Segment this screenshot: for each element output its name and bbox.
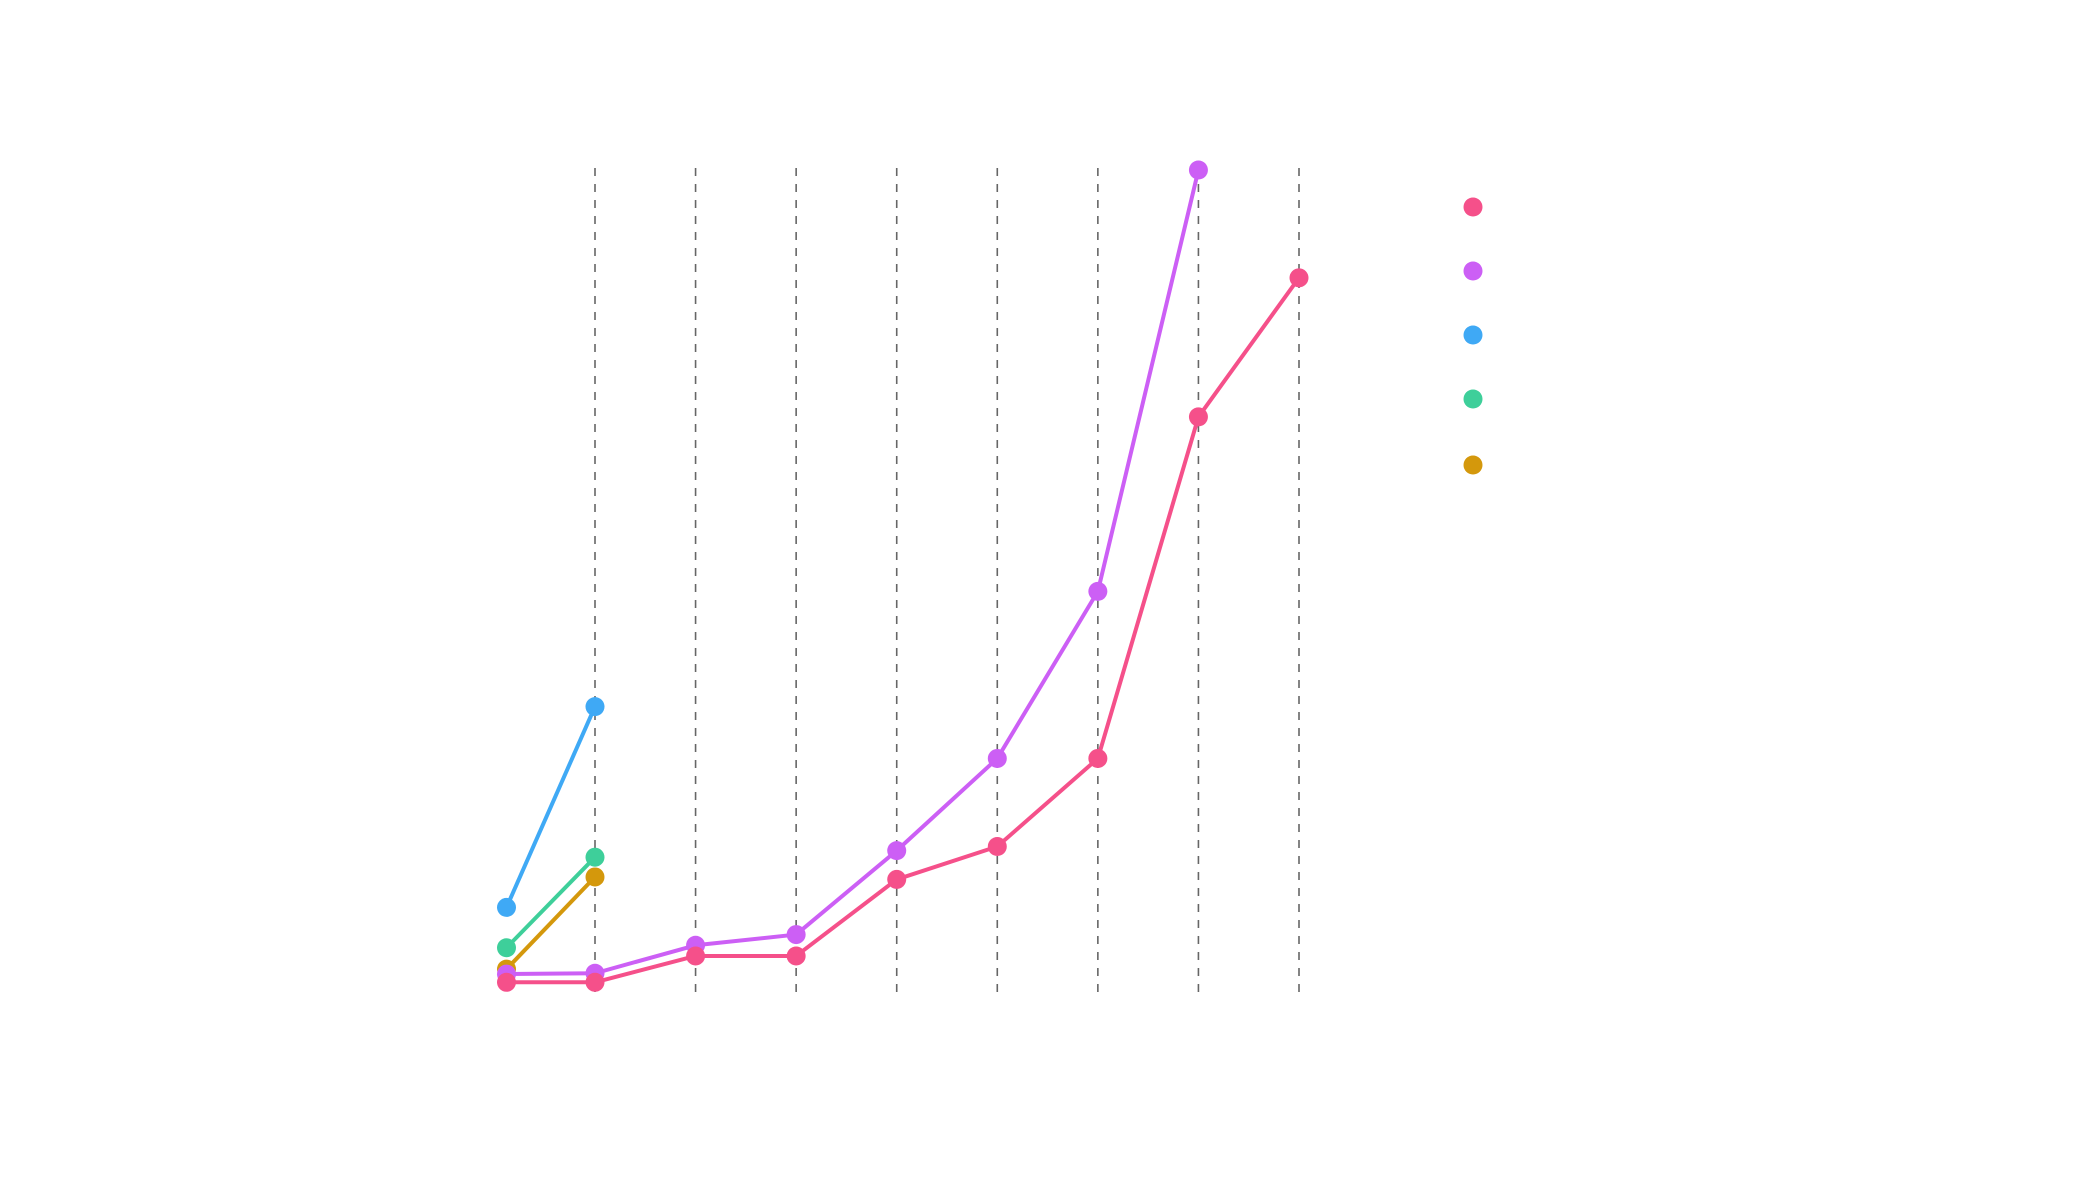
series-line [504, 705, 597, 909]
data-point [1088, 581, 1108, 601]
legend-marker [1463, 261, 1483, 281]
data-point [496, 938, 516, 958]
data-point [786, 925, 806, 945]
data-point [585, 847, 605, 867]
data-point [1088, 748, 1108, 768]
data-point [1289, 268, 1309, 288]
data-point [987, 837, 1007, 857]
data-point [987, 748, 1007, 768]
data-point [585, 972, 605, 992]
data-point [1188, 407, 1208, 427]
data-point [585, 697, 605, 717]
legend-marker [1463, 389, 1483, 409]
data-point [887, 841, 907, 861]
series-line [506, 169, 1201, 977]
legend-marker [1463, 197, 1483, 217]
data-point [686, 946, 706, 966]
data-point [887, 869, 907, 889]
series-line [505, 875, 597, 971]
legend-marker [1463, 455, 1483, 475]
data-point [1188, 160, 1208, 180]
legend-marker [1463, 325, 1483, 345]
data-point [585, 867, 605, 887]
data-point [496, 972, 516, 992]
series-line [505, 855, 597, 950]
data-point [786, 946, 806, 966]
data-point [496, 897, 516, 917]
